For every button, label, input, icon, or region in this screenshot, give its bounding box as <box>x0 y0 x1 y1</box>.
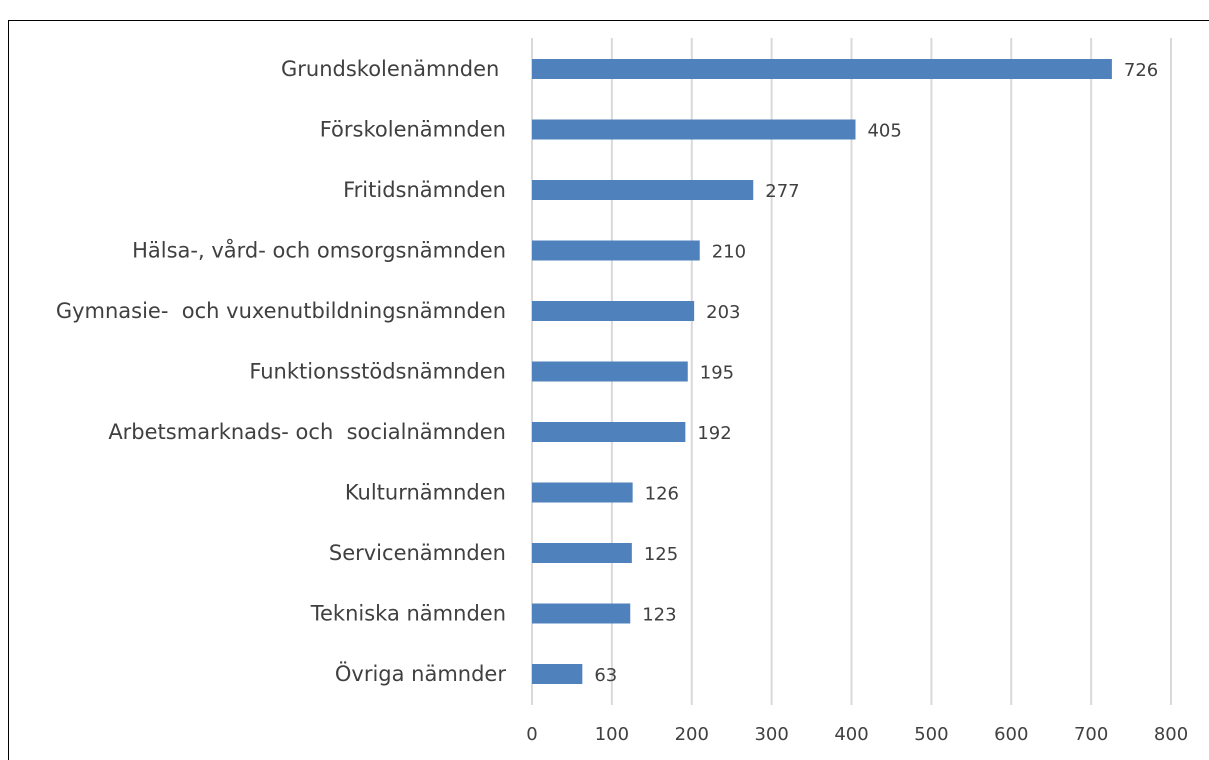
bar <box>532 482 633 503</box>
x-tick-label: 100 <box>595 724 629 745</box>
bar <box>532 180 754 200</box>
x-tick-label: 500 <box>914 724 948 745</box>
bar <box>532 361 688 382</box>
x-tick-label: 600 <box>994 724 1028 745</box>
y-tick-label: Fritidsnämnden <box>343 178 506 202</box>
bar <box>532 603 631 624</box>
value-label: 63 <box>594 665 617 686</box>
value-label: 195 <box>700 363 734 384</box>
x-tick-label: 0 <box>526 724 537 745</box>
frame <box>8 20 1209 760</box>
value-label: 726 <box>1124 60 1158 81</box>
bar <box>532 664 583 684</box>
bar <box>532 119 856 140</box>
bar <box>532 301 695 321</box>
bar <box>532 543 632 563</box>
y-tick-label: Hälsa-, vård- och omsorgsnämnden <box>132 238 506 263</box>
x-tick-label: 200 <box>675 724 709 745</box>
y-tick-label: Övriga nämnder <box>335 661 506 686</box>
y-tick-label: Kulturnämnden <box>345 481 506 505</box>
y-tick-label: Grundskolenämnden <box>281 57 506 81</box>
x-tick-label: 300 <box>754 724 788 745</box>
y-tick-label: Servicenämnden <box>329 541 506 565</box>
y-tick-label: Arbetsmarknads- och socialnämnden <box>108 420 506 444</box>
value-label: 203 <box>706 302 740 323</box>
value-label: 192 <box>697 423 731 444</box>
x-tick-label: 700 <box>1074 724 1108 745</box>
bar <box>532 59 1112 79</box>
y-tick-label: Gymnasie- och vuxenutbildningsnämnden <box>56 299 506 323</box>
bar <box>532 240 700 261</box>
x-tick-label: 800 <box>1154 724 1188 745</box>
bar <box>532 422 686 442</box>
value-label: 125 <box>644 544 678 565</box>
y-tick-label: Funktionsstödsnämnden <box>249 360 506 384</box>
x-tick-label: 400 <box>834 724 868 745</box>
value-label: 210 <box>712 242 746 263</box>
value-label: 123 <box>642 605 676 626</box>
value-label: 126 <box>645 484 679 505</box>
y-tick-label: Förskolenämnden <box>320 118 506 142</box>
value-label: 405 <box>867 121 901 142</box>
y-tick-label: Tekniska nämnden <box>310 602 506 626</box>
value-label: 277 <box>765 181 799 202</box>
